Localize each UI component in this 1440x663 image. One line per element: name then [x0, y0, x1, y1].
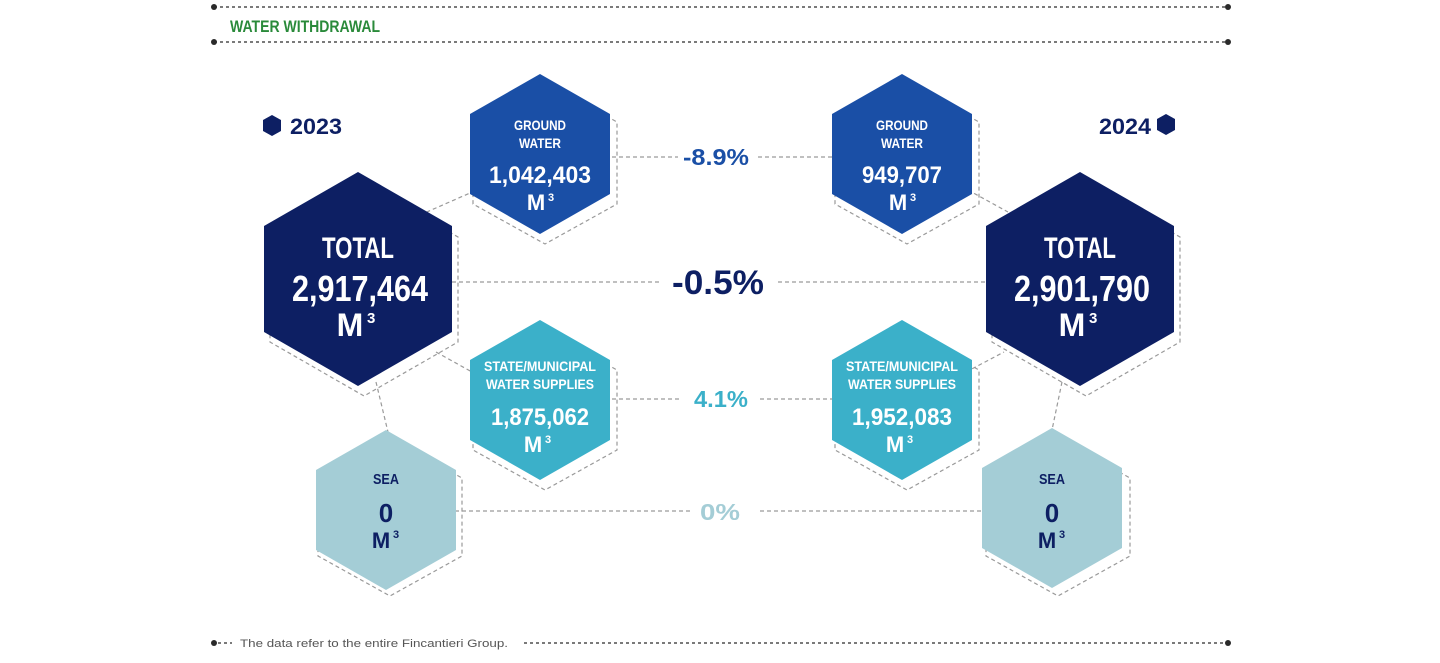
svg-text:WATER: WATER — [519, 135, 561, 151]
svg-text:1,875,062: 1,875,062 — [491, 404, 589, 431]
svg-text:2,901,790: 2,901,790 — [1014, 268, 1150, 309]
footer-rule — [211, 640, 1231, 646]
page-title: WATER WITHDRAWAL — [230, 17, 380, 36]
left-sea-hexagon: SEA 0 M 3 — [316, 430, 463, 597]
left-ground-water-hexagon: GROUND WATER 1,042,403 M 3 — [470, 74, 618, 245]
svg-text:M: M — [1038, 528, 1056, 553]
svg-text:GROUND: GROUND — [514, 117, 566, 133]
svg-text:WATER SUPPLIES: WATER SUPPLIES — [848, 376, 956, 392]
svg-text:STATE/MUNICIPAL: STATE/MUNICIPAL — [846, 358, 958, 374]
svg-text:STATE/MUNICIPAL: STATE/MUNICIPAL — [484, 358, 596, 374]
svg-text:GROUND: GROUND — [876, 117, 928, 133]
right-state-municipal-hexagon: STATE/MUNICIPAL WATER SUPPLIES 1,952,083… — [832, 320, 980, 491]
svg-text:2,917,464: 2,917,464 — [292, 268, 428, 309]
svg-text:M: M — [524, 432, 542, 457]
svg-text:M: M — [1059, 307, 1086, 343]
svg-text:WATER SUPPLIES: WATER SUPPLIES — [486, 376, 594, 392]
svg-text:M: M — [372, 528, 390, 553]
svg-text:M: M — [337, 307, 364, 343]
svg-text:M: M — [886, 432, 904, 457]
svg-text:WATER: WATER — [881, 135, 923, 151]
svg-text:1,952,083: 1,952,083 — [852, 404, 952, 431]
svg-text:SEA: SEA — [1039, 471, 1065, 488]
svg-text:3: 3 — [545, 434, 551, 446]
svg-text:3: 3 — [1059, 529, 1065, 541]
svg-text:2024: 2024 — [1099, 114, 1152, 139]
total-change: -0.5% — [672, 264, 764, 302]
footer-note: The data refer to the entire Fincantieri… — [240, 638, 508, 650]
hexagon-bullet-icon — [1157, 114, 1175, 135]
svg-text:3: 3 — [367, 310, 375, 327]
svg-text:3: 3 — [1089, 310, 1097, 327]
year-2023-label: 2023 — [263, 114, 342, 139]
right-total-hexagon: TOTAL 2,901,790 M 3 — [986, 172, 1181, 397]
svg-text:M: M — [527, 190, 545, 215]
left-total-hexagon: TOTAL 2,917,464 M 3 — [264, 172, 459, 397]
header-rule-bottom — [211, 39, 1231, 45]
connector-lines — [375, 156, 1063, 512]
svg-text:SEA: SEA — [373, 471, 399, 488]
svg-text:949,707: 949,707 — [862, 162, 942, 189]
sea-change: 0% — [700, 499, 740, 525]
right-sea-hexagon: SEA 0 M 3 — [982, 428, 1131, 597]
svg-text:2023: 2023 — [290, 114, 342, 139]
svg-text:3: 3 — [548, 192, 554, 204]
right-ground-water-hexagon: GROUND WATER 949,707 M 3 — [832, 74, 980, 245]
svg-text:TOTAL: TOTAL — [322, 232, 394, 265]
svg-text:0: 0 — [379, 498, 393, 528]
svg-text:3: 3 — [910, 192, 916, 204]
svg-text:TOTAL: TOTAL — [1044, 232, 1116, 265]
year-2024-label: 2024 — [1099, 114, 1175, 139]
svg-text:3: 3 — [393, 529, 399, 541]
left-state-municipal-hexagon: STATE/MUNICIPAL WATER SUPPLIES 1,875,062… — [470, 320, 618, 491]
svg-text:M: M — [889, 190, 907, 215]
header-rule-top — [211, 4, 1231, 10]
hexagon-bullet-icon — [263, 115, 281, 136]
svg-text:3: 3 — [907, 434, 913, 446]
ground-water-change: -8.9% — [683, 144, 749, 170]
svg-text:1,042,403: 1,042,403 — [489, 162, 591, 189]
svg-text:0: 0 — [1045, 498, 1059, 528]
state-municipal-change: 4.1% — [694, 386, 748, 412]
